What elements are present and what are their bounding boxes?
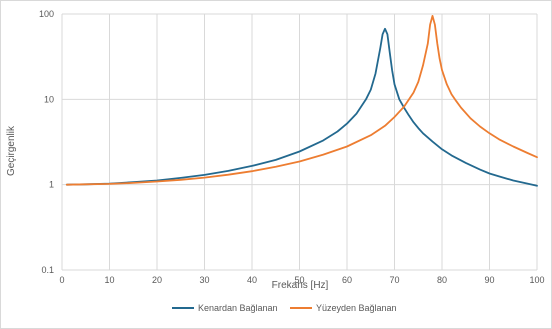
x-tick-label-9: 90 (484, 275, 494, 285)
y-tick-label-0: 0.1 (41, 265, 54, 275)
y-axis-title: Geçirgenlik (6, 125, 17, 176)
grid (61, 13, 538, 271)
series-line-kenardan (65, 27, 538, 187)
x-tick-label-7: 70 (389, 275, 399, 285)
x-axis-title: Frekans [Hz] (272, 280, 329, 291)
tick-labels: 0 10 20 30 40 50 60 70 80 90 100 0.1 1 10 100 (39, 9, 545, 285)
y-tick-label-1: 1 (49, 180, 54, 190)
x-tick-label-10: 100 (529, 275, 544, 285)
x-tick-label-6: 60 (342, 275, 352, 285)
x-tick-label-1: 10 (104, 275, 114, 285)
legend-label-kenardan: Kenardan Bağlanan (198, 303, 278, 313)
legend-label-yuzeyden: Yüzeyden Bağlanan (316, 303, 397, 313)
series-lines (65, 14, 538, 187)
x-tick-label-8: 80 (437, 275, 447, 285)
series-line-yuzeyden (65, 14, 538, 186)
x-tick-label-3: 30 (199, 275, 209, 285)
legend: Kenardan Bağlanan Yüzeyden Bağlanan (172, 303, 397, 313)
y-tick-label-2: 10 (44, 94, 54, 104)
y-tick-label-3: 100 (39, 9, 54, 19)
x-tick-label-0: 0 (59, 275, 64, 285)
x-tick-label-2: 20 (152, 275, 162, 285)
x-tick-label-4: 40 (247, 275, 257, 285)
x-tick-label-5: 50 (294, 275, 304, 285)
